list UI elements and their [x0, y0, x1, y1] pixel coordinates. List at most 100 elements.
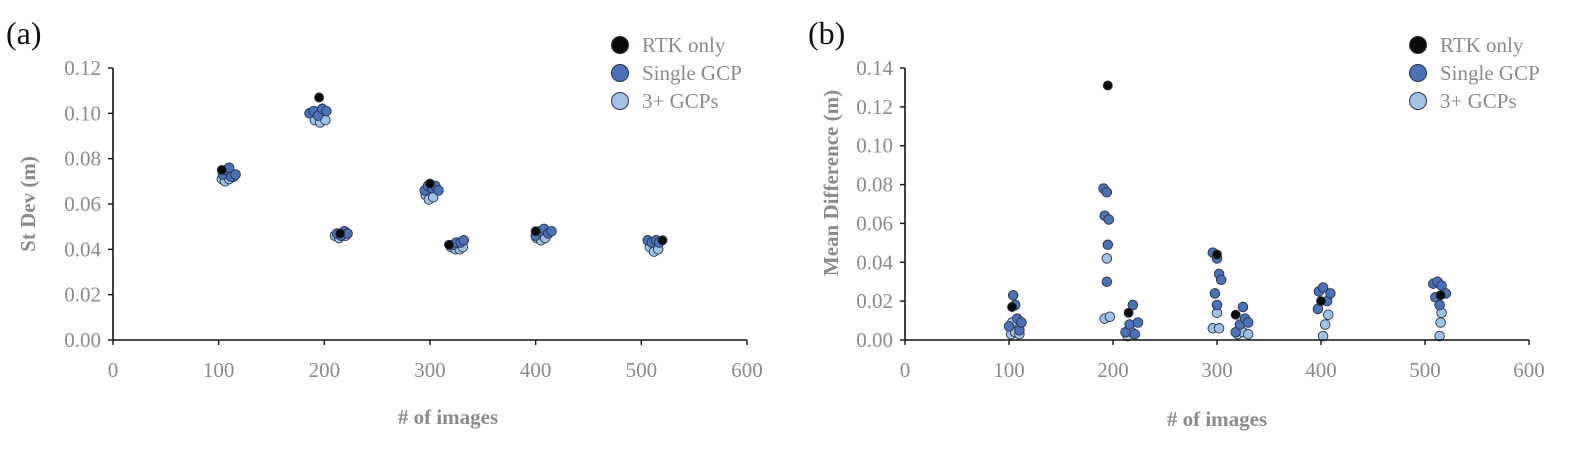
data-point-single-gcp [1016, 317, 1027, 328]
data-point-single-gcp [1129, 328, 1141, 340]
y-axis-title-a: St Dev (m) [16, 156, 40, 252]
x-axis-title-b: # of images [1167, 407, 1267, 431]
legend-marker-3-gcps [1409, 92, 1427, 110]
data-point-rtk-only [1212, 249, 1222, 260]
data-point-3-gcps [1323, 309, 1334, 320]
data-point-single-gcp [1317, 282, 1329, 293]
data-point-rtk-only [444, 239, 454, 250]
legend-label-rtk-only: RTK only [642, 33, 726, 57]
data-point-single-gcp [1242, 317, 1254, 328]
x-tick-label: 100 [993, 358, 1025, 382]
y-tick-label: 0.04 [64, 237, 101, 261]
x-tick-label: 400 [520, 358, 552, 382]
x-tick-label: 0 [900, 358, 911, 382]
x-tick-label: 500 [1409, 358, 1441, 382]
y-tick-label: 0.12 [856, 95, 893, 119]
y-tick-label: 0.08 [64, 147, 101, 171]
legend-marker-single-gcp [1409, 64, 1427, 82]
legend-label-single-gcp: Single GCP [642, 61, 742, 85]
data-point-single-gcp [546, 225, 557, 237]
data-point-rtk-only [216, 165, 227, 175]
x-tick-label: 0 [108, 358, 119, 382]
data-point-rtk-only [1230, 309, 1241, 320]
y-tick-label: 0.06 [64, 192, 101, 216]
data-point-3-gcps [1434, 330, 1445, 342]
data-point-3-gcps [1101, 253, 1113, 264]
y-tick-label: 0.04 [856, 250, 893, 274]
x-tick-label: 200 [309, 358, 341, 382]
y-ticks-a: 0.00 0.02 0.04 0.06 0.08 0.10 0.12 [64, 56, 113, 352]
y-tick-label: 0.00 [856, 328, 893, 352]
legend-marker-single-gcp [611, 64, 629, 82]
y-tick-label: 0.08 [856, 173, 893, 197]
y-ticks-b: 0.00 0.02 0.04 0.06 0.08 0.10 0.12 0.14 [856, 56, 905, 352]
y-tick-label: 0.14 [856, 56, 893, 80]
x-tick-label: 600 [1513, 358, 1545, 382]
y-tick-label: 0.10 [64, 101, 101, 125]
data-point-3-gcps [1104, 311, 1116, 322]
legend-marker-3-gcps [611, 92, 629, 110]
x-ticks-a: 0 100 200 300 400 500 600 [108, 340, 763, 382]
points-panel-a [216, 92, 668, 257]
x-tick-label: 600 [731, 358, 763, 382]
chart-panel-a: (a) 0.00 0.02 0.04 0.06 0.08 0.10 0.12 0 100 200… [6, 15, 763, 429]
legend-a: RTK only Single GCP 3+ GCPs [611, 33, 742, 113]
data-point-single-gcp [1209, 288, 1221, 299]
legend-b: RTK only Single GCP 3+ GCPs [1409, 33, 1540, 113]
panel-label-b: (b) [808, 15, 845, 51]
y-tick-label: 0.02 [64, 283, 101, 307]
data-point-single-gcp [1103, 214, 1115, 225]
data-point-rtk-only [530, 226, 541, 237]
data-point-3-gcps [1213, 323, 1225, 334]
y-tick-label: 0.12 [64, 56, 101, 80]
data-point-single-gcp [1003, 321, 1015, 332]
data-point-rtk-only [1316, 296, 1326, 307]
y-tick-label: 0.10 [856, 134, 893, 158]
data-point-single-gcp [1101, 187, 1113, 198]
data-point-rtk-only [335, 228, 346, 239]
data-point-rtk-only [1123, 307, 1134, 318]
data-point-single-gcp [1102, 239, 1114, 251]
data-point-single-gcp [1237, 301, 1249, 313]
x-axis-title-a: # of images [398, 405, 498, 429]
data-point-rtk-only [1007, 302, 1018, 312]
legend-label-rtk-only: RTK only [1440, 33, 1524, 57]
y-tick-label: 0.06 [856, 211, 893, 235]
data-point-single-gcp [230, 169, 241, 180]
legend-marker-rtk-only [611, 36, 629, 54]
y-tick-label: 0.02 [856, 289, 893, 313]
data-point-3-gcps [1317, 330, 1329, 342]
data-point-rtk-only [425, 178, 435, 189]
panel-label-a: (a) [6, 15, 42, 51]
data-point-single-gcp [1127, 299, 1139, 311]
data-point-single-gcp [433, 185, 444, 196]
data-point-3-gcps [1435, 317, 1446, 328]
y-axis-title-b: Mean Difference (m) [819, 90, 843, 276]
x-ticks-b: 0 100 200 300 400 500 600 [900, 340, 1545, 382]
data-point-single-gcp [1101, 276, 1113, 287]
x-tick-label: 500 [626, 358, 658, 382]
data-point-single-gcp [1132, 317, 1144, 328]
data-point-single-gcp [1211, 299, 1223, 311]
x-tick-label: 300 [1201, 358, 1233, 382]
x-tick-label: 400 [1305, 358, 1337, 382]
data-point-3-gcps [1319, 319, 1331, 330]
data-point-rtk-only [1435, 290, 1446, 301]
data-point-single-gcp [458, 235, 470, 246]
data-point-rtk-only [314, 92, 325, 103]
data-point-3-gcps [1242, 328, 1254, 340]
x-tick-label: 200 [1097, 358, 1129, 382]
x-tick-label: 100 [203, 358, 235, 382]
y-tick-label: 0.00 [64, 328, 101, 352]
data-point-single-gcp [321, 105, 332, 117]
data-point-single-gcp [1215, 274, 1227, 286]
data-point-single-gcp [1007, 290, 1019, 301]
x-tick-label: 300 [414, 358, 446, 382]
legend-label-3-gcps: 3+ GCPs [1440, 89, 1517, 113]
points-panel-b [1003, 80, 1452, 342]
data-point-single-gcp [1325, 288, 1336, 299]
legend-marker-rtk-only [1409, 36, 1427, 54]
legend-label-single-gcp: Single GCP [1440, 61, 1540, 85]
data-point-single-gcp [1434, 299, 1445, 311]
